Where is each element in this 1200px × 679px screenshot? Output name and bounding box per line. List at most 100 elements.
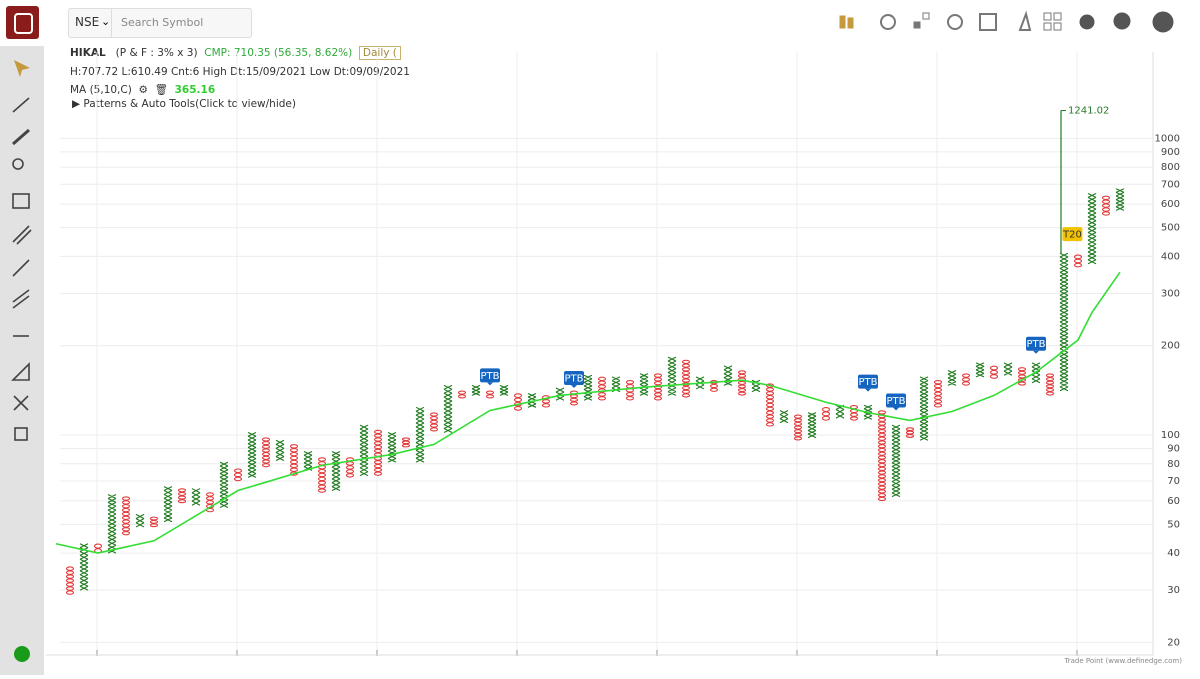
- top-bar: NSE ⌄ Search Symbol: [0, 0, 1200, 46]
- x-column: [331, 451, 341, 492]
- x-column: [135, 513, 145, 528]
- o-column: [877, 410, 887, 502]
- o-column: [261, 437, 271, 468]
- ma-value: 365.16: [174, 84, 216, 96]
- marker-label: PTB: [1027, 339, 1046, 350]
- left-toolbar: [0, 46, 44, 675]
- x-column: [1059, 252, 1069, 392]
- o-column: [1045, 373, 1055, 396]
- o-column: [1073, 254, 1083, 268]
- marker-label: PTB: [859, 377, 878, 388]
- o-column: [513, 393, 523, 411]
- x-column: [807, 412, 817, 439]
- o-column: [457, 390, 467, 399]
- x-column: [247, 431, 257, 478]
- marker-box: [564, 371, 584, 386]
- o-column: [65, 566, 75, 595]
- ma-label: MA (5,10,C): [70, 84, 132, 96]
- o-column: [429, 412, 439, 432]
- o-column: [597, 376, 607, 401]
- x-column: [471, 384, 481, 396]
- o-column: [653, 373, 663, 401]
- o-column: [849, 405, 859, 421]
- o-column: [373, 429, 383, 476]
- x-column: [303, 450, 313, 471]
- x-column: [555, 387, 565, 401]
- o-column: [821, 407, 831, 421]
- o-column: [93, 543, 103, 554]
- search-input[interactable]: Search Symbol: [121, 16, 204, 29]
- y-tick-label: 800: [1161, 162, 1180, 173]
- x-column: [779, 409, 789, 424]
- y-tick-label: 30: [1167, 585, 1180, 596]
- o-column: [989, 365, 999, 379]
- marker-pointer: [571, 385, 577, 389]
- y-tick-label: 100: [1161, 430, 1180, 441]
- o-column: [569, 390, 579, 406]
- o-column: [485, 390, 495, 399]
- toolbar-icons: [839, 10, 1174, 33]
- marker-label: PTB: [887, 396, 906, 407]
- y-tick-label: 500: [1161, 223, 1180, 234]
- o-column: [961, 373, 971, 386]
- marker-pointer: [1033, 350, 1039, 354]
- marker-box: [1026, 336, 1046, 351]
- ma-line: [55, 271, 1121, 554]
- y-tick-label: 400: [1161, 251, 1180, 262]
- chart: 20 30 40 50 60 70 80 90 100 200 300 400 500 600 700 800…: [46, 52, 1180, 656]
- x-column: [667, 356, 677, 396]
- o-column: [317, 457, 327, 493]
- o-column: [1101, 195, 1111, 216]
- logo[interactable]: [6, 6, 39, 39]
- x-column: [639, 373, 649, 396]
- cmp: CMP: 710.35 (56.35, 8.62%): [204, 47, 353, 59]
- o-column: [681, 359, 691, 398]
- x-column: [499, 384, 509, 396]
- timeframe-select[interactable]: Daily (: [358, 46, 401, 60]
- y-tick-label: 1000: [1155, 133, 1180, 144]
- marker-label: PTB: [565, 374, 584, 385]
- x-column: [583, 374, 593, 401]
- y-tick-label: 60: [1167, 496, 1180, 507]
- exchange-select[interactable]: NSE: [75, 15, 100, 29]
- patterns-text[interactable]: Patterns & Auto Tools(Click to view/hide…: [83, 98, 296, 110]
- o-column: [177, 488, 187, 504]
- x-column: [163, 486, 173, 523]
- o-column: [345, 457, 355, 478]
- marker-label: T20: [1062, 230, 1082, 241]
- o-column: [149, 516, 159, 528]
- patterns-toggle[interactable]: ▶ Patterns & Auto Tools(Click to view/hi…: [72, 98, 296, 110]
- o-column: [737, 370, 747, 396]
- x-column: [723, 365, 733, 386]
- o-column: [625, 379, 635, 401]
- o-column: [121, 496, 131, 536]
- x-column: [751, 379, 761, 393]
- y-tick-label: 900: [1161, 147, 1180, 158]
- chart-params: (P & F : 3% x 3): [115, 47, 198, 59]
- o-column: [793, 414, 803, 441]
- y-tick-label: 40: [1167, 548, 1180, 559]
- marker-box: [886, 393, 906, 408]
- o-column: [1017, 367, 1027, 386]
- o-column: [401, 437, 411, 448]
- y-tick-label: 80: [1167, 459, 1180, 470]
- x-column: [891, 424, 901, 498]
- x-column: [863, 404, 873, 420]
- marker-box: [1062, 227, 1083, 242]
- marker-pointer: [865, 388, 871, 392]
- stats: H:707.72 L:610.49 Cnt:6 High Dt:15/09/20…: [70, 66, 410, 78]
- y-tick-label: 70: [1167, 476, 1180, 487]
- x-column: [947, 370, 957, 386]
- x-column: [1115, 188, 1125, 211]
- ma-row: MA (5,10,C) ⚙ 🗑 365.16: [70, 84, 216, 96]
- o-column: [233, 468, 243, 482]
- x-column: [975, 362, 985, 378]
- marker-box: [858, 374, 878, 389]
- x-column: [387, 431, 397, 463]
- search-box[interactable]: NSE ⌄ Search Symbol: [68, 8, 252, 38]
- x-column: [919, 376, 929, 441]
- o-column: [933, 379, 943, 408]
- o-column: [765, 383, 775, 427]
- marker-box: [480, 368, 500, 383]
